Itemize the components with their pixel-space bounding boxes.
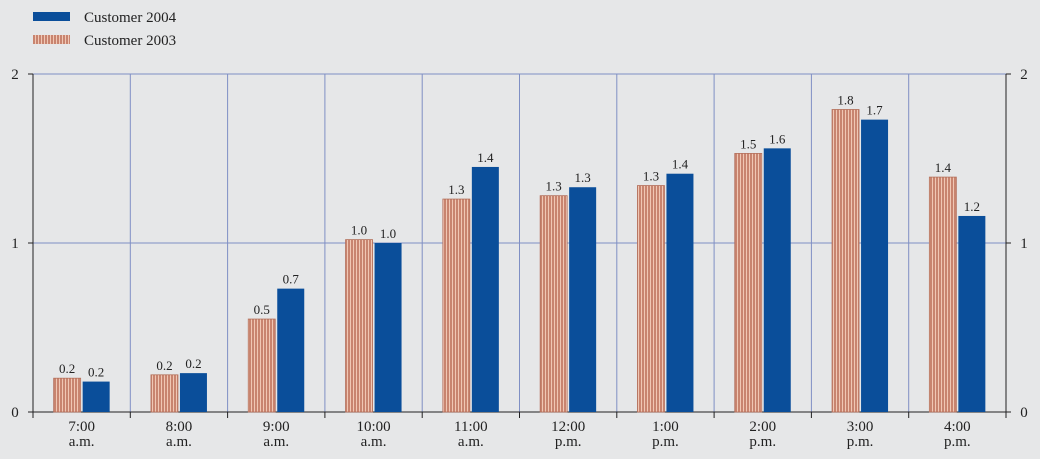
y-tick-label-left: 1 (11, 236, 19, 252)
gridlines (33, 73, 1006, 412)
data-label-2004: 1.6 (769, 131, 786, 146)
bar-customer-2004 (763, 148, 791, 413)
data-label-2004: 0.2 (88, 365, 104, 380)
x-tick-label-period: p.m. (652, 434, 679, 450)
bar-customer-2004 (179, 373, 207, 412)
bar-customer-2003 (345, 239, 373, 413)
data-label-2003: 1.3 (448, 182, 464, 197)
bar-customer-2004 (958, 215, 986, 412)
x-tick-label-time: 10:00 (356, 419, 390, 435)
bar-customer-2004 (277, 288, 305, 412)
bar-customer-2003 (637, 185, 665, 413)
y-tick-label-left: 2 (11, 67, 19, 83)
x-tick-label-period: p.m. (847, 434, 874, 450)
x-tick-label-time: 4:00 (944, 419, 971, 435)
data-label-2003: 1.3 (643, 169, 659, 184)
bar-customer-2004 (666, 173, 694, 412)
bar-customer-2004 (82, 381, 110, 412)
x-tick-label-period: p.m. (749, 434, 776, 450)
x-tick-label-time: 8:00 (166, 419, 193, 435)
data-label-2003: 1.3 (546, 179, 562, 194)
x-tick-label-time: 1:00 (652, 419, 679, 435)
data-label-2003: 0.5 (254, 302, 270, 317)
data-label-2004: 1.2 (964, 199, 980, 214)
x-tick-label-time: 12:00 (551, 419, 585, 435)
data-label-2003: 1.5 (740, 136, 756, 151)
x-tick-label-time: 2:00 (749, 419, 776, 435)
y-tick-label-right: 0 (1020, 405, 1028, 421)
legend-label-2004: Customer 2004 (84, 10, 177, 26)
legend: Customer 2004 Customer 2003 (33, 10, 177, 49)
data-label-2003: 0.2 (59, 361, 75, 376)
bar-customer-2004 (471, 166, 499, 412)
x-tick-label-period: a.m. (69, 434, 95, 450)
y-tick-label-right: 1 (1020, 236, 1028, 252)
legend-swatch-2003 (33, 35, 70, 44)
bar-customer-2003 (442, 198, 471, 413)
data-label-2004: 0.2 (185, 356, 201, 371)
bar-customer-2003 (928, 176, 957, 413)
data-label-2003: 1.4 (935, 160, 952, 175)
x-tick-label-period: a.m. (166, 434, 192, 450)
data-label-2004: 1.4 (672, 157, 689, 172)
x-tick-label-period: p.m. (944, 434, 971, 450)
data-label-2004: 1.3 (575, 170, 591, 185)
data-label-2004: 1.4 (477, 150, 494, 165)
bar-customer-2004 (861, 119, 889, 412)
y-tick-label-right: 2 (1020, 67, 1028, 83)
data-labels: 0.2 0.2 0.2 0.2 0.5 0.7 1.0 1.0 1.3 1.4 1.3 1.3 1.3 1… (59, 92, 980, 379)
bars (53, 109, 986, 413)
x-tick-label-time: 3:00 (847, 419, 874, 435)
bar-customer-2003 (53, 377, 82, 413)
data-label-2004: 0.7 (283, 272, 300, 287)
data-label-2003: 0.2 (156, 358, 172, 373)
bar-customer-2003 (539, 195, 568, 413)
x-tick-label-time: 7:00 (68, 419, 95, 435)
data-label-2004: 1.0 (380, 226, 396, 241)
data-label-2003: 1.8 (837, 92, 853, 107)
bar-customer-2003 (247, 318, 276, 413)
x-tick-label-period: a.m. (263, 434, 289, 450)
bar-customer-2003 (150, 374, 179, 413)
y-tick-label-left: 0 (11, 405, 19, 421)
x-tick-label-period: p.m. (555, 434, 582, 450)
x-tick-label-period: a.m. (361, 434, 387, 450)
bar-customer-2003 (734, 153, 763, 413)
data-label-2004: 1.7 (866, 103, 883, 118)
tick-labels: 0 01 12 27:00a.m.8:00a.m.9:00a.m.10:00a.m.1… (11, 67, 1028, 450)
legend-swatch-2004 (33, 12, 70, 21)
x-tick-label-period: a.m. (458, 434, 484, 450)
legend-label-2003: Customer 2003 (84, 33, 176, 49)
bar-customer-2004 (569, 187, 597, 412)
x-tick-label-time: 9:00 (263, 419, 290, 435)
data-label-2003: 1.0 (351, 223, 367, 238)
bar-customer-2003 (831, 109, 860, 413)
bar-customer-2004 (374, 243, 402, 412)
x-tick-label-time: 11:00 (454, 419, 488, 435)
